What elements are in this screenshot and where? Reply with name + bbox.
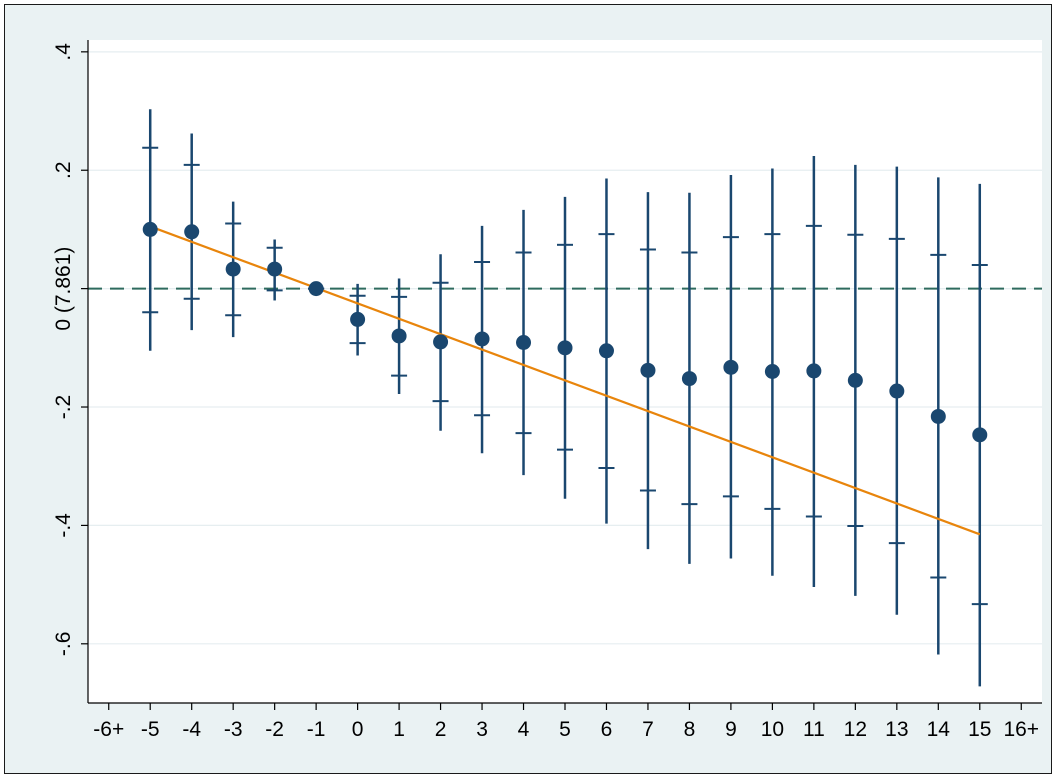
- x-tick-label: 0: [352, 718, 364, 741]
- y-tick-label: -.2: [52, 395, 75, 420]
- point-estimate: [598, 343, 614, 359]
- x-tick-label: 4: [518, 718, 530, 741]
- linear-trend-line: [149, 225, 981, 536]
- point-estimate: [516, 334, 532, 350]
- point-estimate: [847, 372, 863, 388]
- point-estimate: [225, 261, 241, 277]
- point-estimate: [308, 281, 324, 297]
- x-tick-label: -3: [224, 718, 243, 741]
- point-estimate: [930, 408, 946, 424]
- x-tick-label: 15: [968, 718, 991, 741]
- x-tick-label: 11: [803, 718, 825, 741]
- point-estimate: [142, 221, 158, 237]
- point-estimate: [972, 427, 988, 443]
- point-estimate: [806, 363, 822, 379]
- x-tick-label: 12: [844, 718, 867, 741]
- x-axis-ticks: -6+ -5 -4 -3 -2 -1 0 1 2 3 4 5 6 7 8 9 10 11 12 13 14 15 16+: [93, 703, 1039, 741]
- y-axis-ticks: .4 .2 -.2 -.4 -.6: [52, 43, 88, 656]
- point-estimate: [350, 311, 366, 327]
- x-tick-label: 16+: [1003, 718, 1039, 741]
- x-tick-label: -6+: [93, 718, 124, 741]
- x-tick-label: -2: [265, 718, 284, 741]
- x-tick-label: 8: [684, 718, 696, 741]
- x-tick-label: -4: [182, 718, 201, 741]
- x-tick-label: 2: [435, 718, 447, 741]
- x-tick-label: 6: [601, 718, 613, 741]
- point-estimate: [184, 224, 200, 240]
- y-tick-label: .4: [52, 43, 75, 61]
- y-tick-label: -.4: [52, 513, 75, 538]
- x-tick-label: 1: [393, 718, 405, 741]
- point-estimate: [889, 383, 905, 399]
- x-tick-label: -5: [141, 718, 160, 741]
- x-tick-label: 13: [885, 718, 908, 741]
- x-tick-label: 10: [761, 718, 784, 741]
- x-tick-label: 3: [476, 718, 488, 741]
- point-estimates: [142, 221, 988, 443]
- point-estimate: [640, 362, 656, 378]
- x-tick-label: 9: [725, 718, 737, 741]
- x-tick-label: -1: [307, 718, 326, 741]
- y-axis-title: 0 (7.861): [52, 247, 75, 331]
- point-estimate: [764, 364, 780, 379]
- point-estimate: [267, 261, 283, 277]
- point-estimate: [557, 340, 573, 356]
- x-tick-label: 7: [642, 718, 654, 741]
- point-estimate: [391, 328, 407, 344]
- point-estimate: [723, 359, 739, 375]
- y-tick-label: .2: [52, 161, 75, 179]
- y-tick-label: -.6: [52, 632, 75, 657]
- point-estimate: [474, 331, 490, 347]
- point-estimate: [433, 334, 449, 350]
- point-estimate: [681, 371, 697, 387]
- x-tick-label: 14: [927, 718, 951, 741]
- x-tick-label: 5: [559, 718, 571, 741]
